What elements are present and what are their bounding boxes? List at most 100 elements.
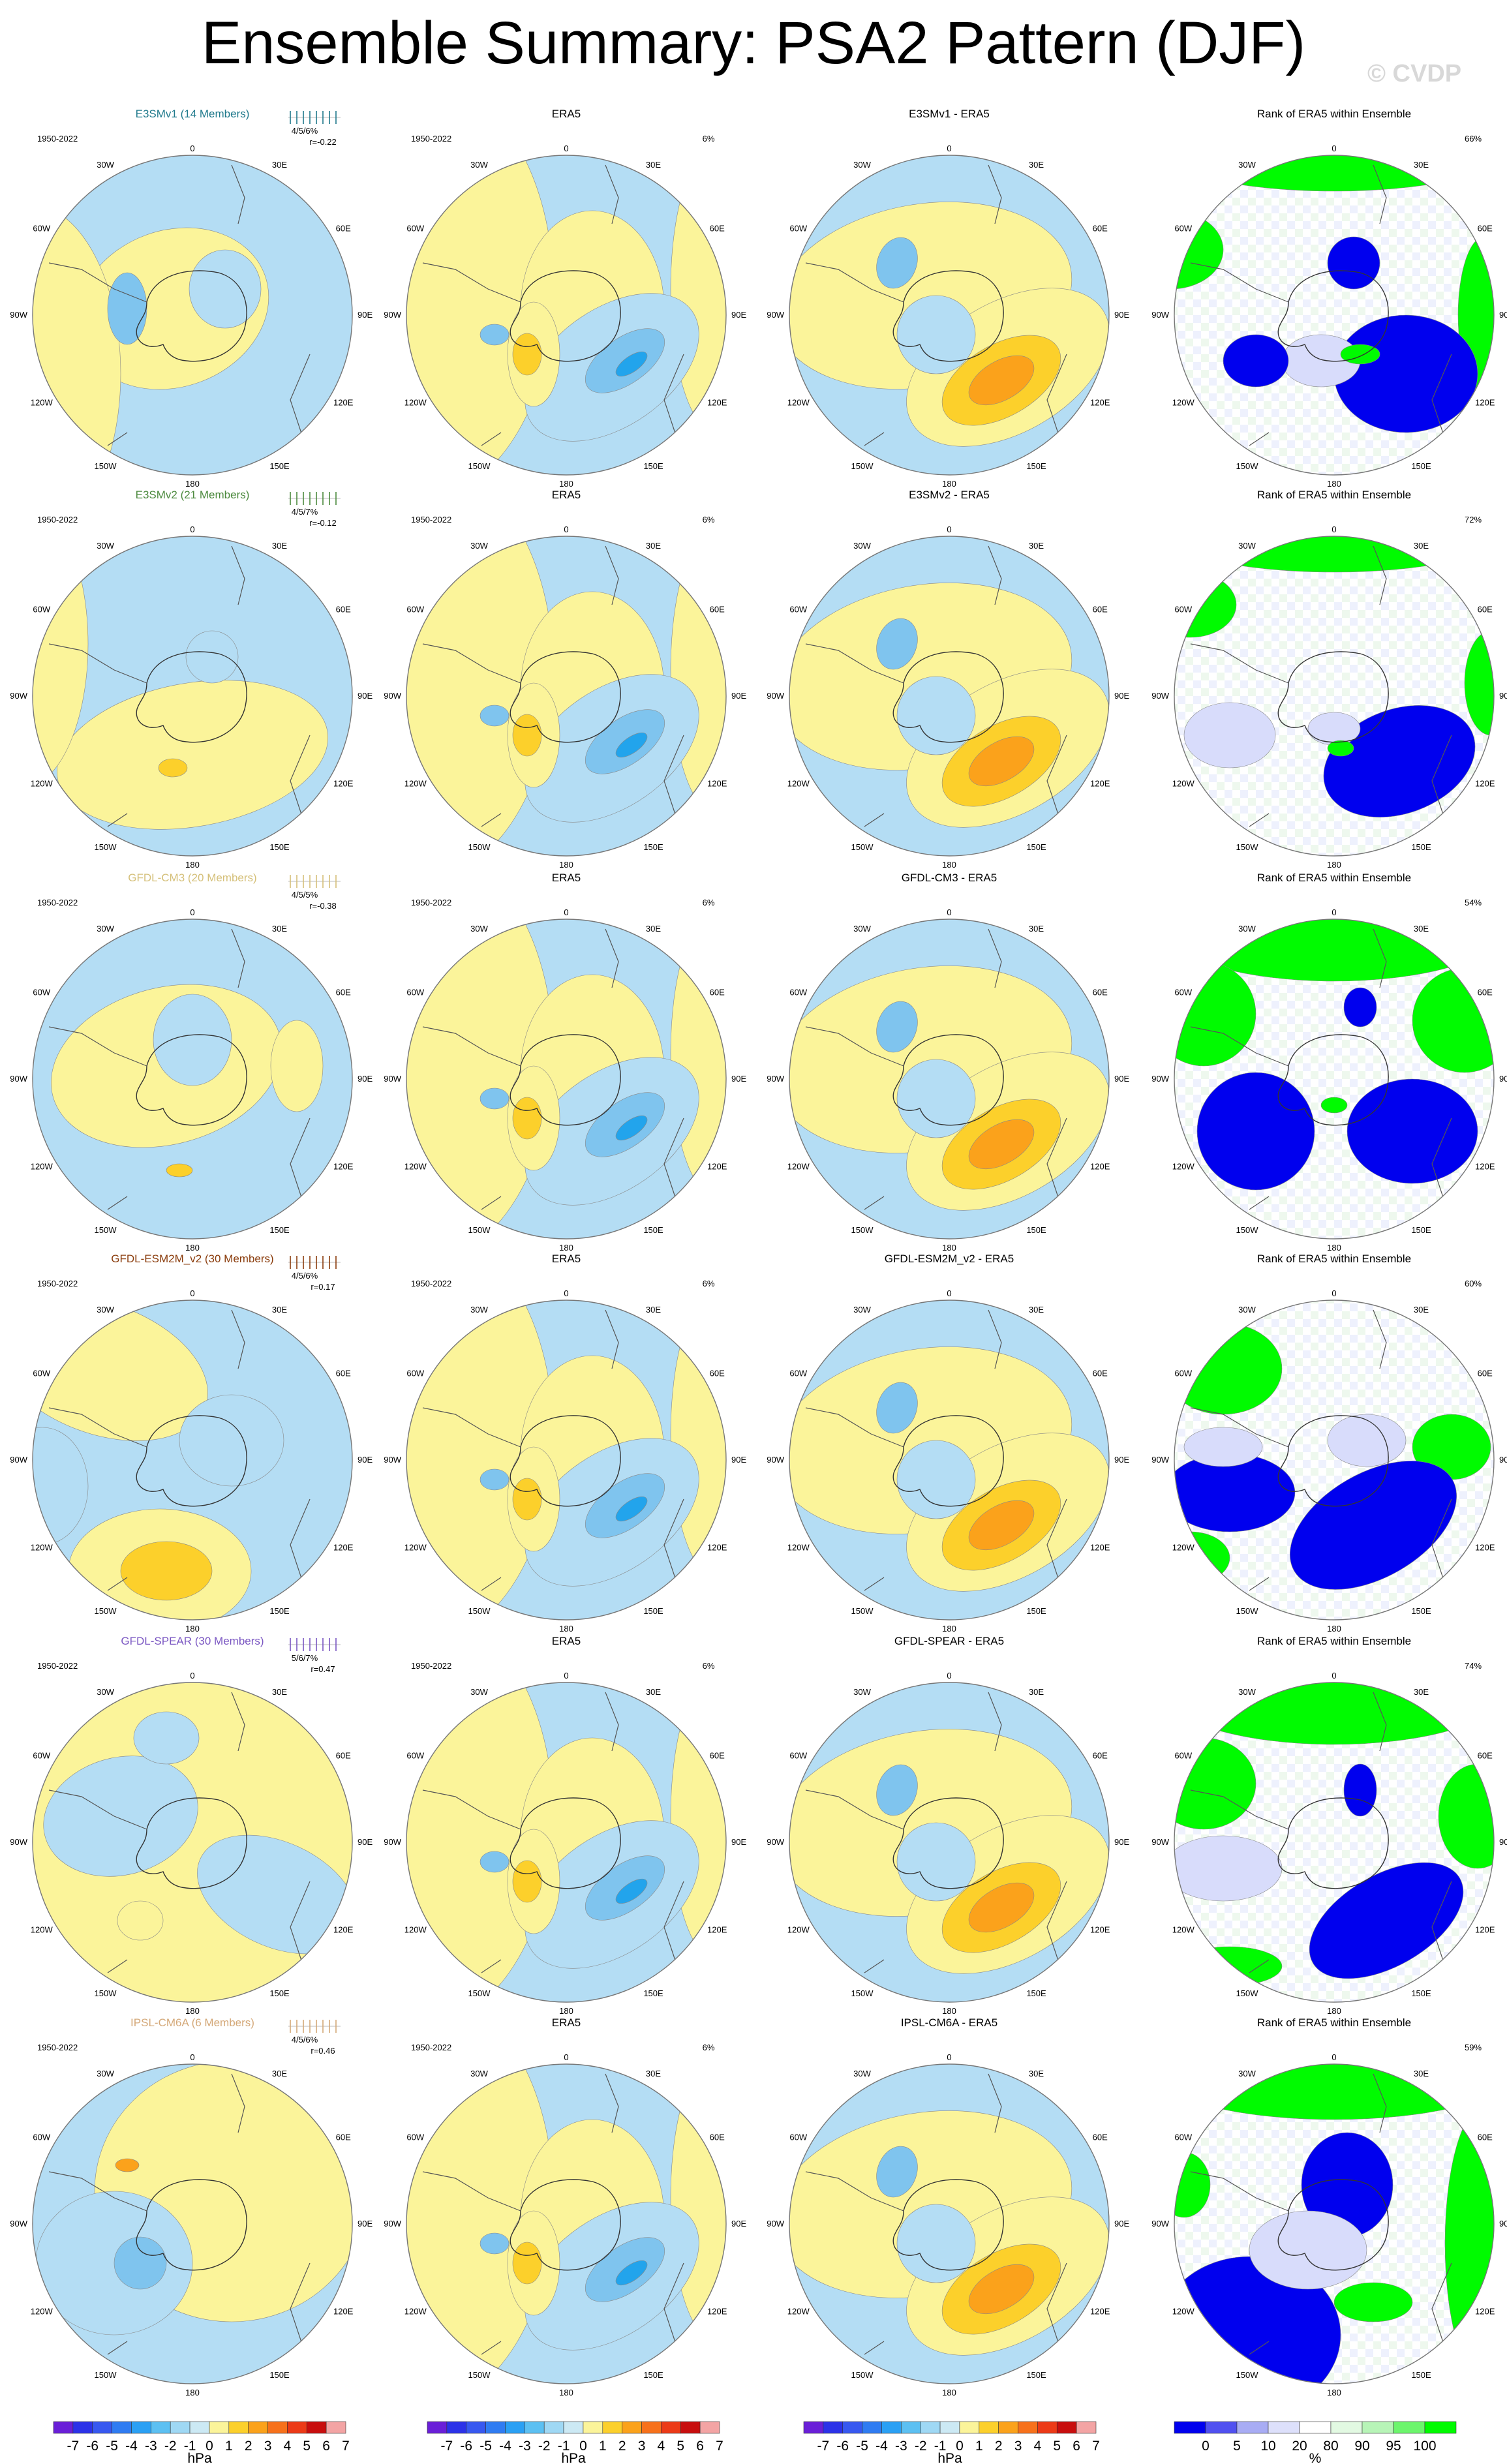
contour-region	[1174, 2064, 1494, 2120]
contour-region	[1327, 740, 1354, 757]
longitude-label: 150W	[851, 461, 874, 471]
colorbar-swatch	[1362, 2421, 1394, 2434]
longitude-label: 90E	[731, 1074, 746, 1084]
model-pattern-map: 30E 60E 120E 150E 150W 120W 60W 30W 0 180 90E 90W	[10, 2052, 373, 2397]
longitude-label: 120E	[1475, 398, 1495, 408]
contour-region	[615, 2260, 648, 2286]
contour-region	[512, 1097, 542, 1140]
colorbar-unit: hPa	[187, 2451, 212, 2464]
longitude-label: 180	[185, 1243, 200, 1253]
contour-region	[1347, 1078, 1478, 1184]
longitude-label: 30W	[470, 1687, 488, 1697]
longitude-label: 30E	[1029, 2069, 1044, 2078]
contour-region	[670, 919, 726, 1197]
model-title: GFDL-ESM2M_v2 (30 Members)	[111, 1253, 273, 1265]
colorbar-tick-label: -7	[817, 2439, 830, 2454]
longitude-label: 60E	[1093, 1369, 1108, 1378]
antarctica-coastline	[510, 1797, 621, 1889]
difference-map: 30E 60E 120E 150E 150W 120W 60W 30W 0 180 90E 90W	[767, 525, 1129, 870]
longitude-label: 180	[1327, 479, 1341, 489]
longitude-label: 180	[185, 2006, 200, 2016]
contour-region	[1174, 2152, 1211, 2218]
longitude-label: 120E	[707, 1543, 727, 1553]
antarctica-coastline	[892, 1415, 1004, 1507]
map-boundary	[32, 919, 353, 1240]
colorbar-tick-label: 10	[1260, 2439, 1275, 2454]
colorbar-tick-label: -7	[441, 2439, 453, 2454]
contour-region	[1174, 961, 1256, 1067]
longitude-label: 0	[190, 144, 194, 153]
colorbar-swatch	[699, 2421, 720, 2434]
longitude-label: 120W	[404, 1925, 427, 1935]
contour-region	[1333, 2282, 1413, 2322]
contour-region	[117, 1900, 164, 1941]
longitude-label: 30E	[272, 541, 287, 551]
contour-region	[1320, 1097, 1348, 1114]
longitude-label: 120E	[1475, 1162, 1495, 1172]
contour-region	[120, 1541, 213, 1601]
colorbar-tick-label: 7	[716, 2439, 723, 2454]
longitude-label: 120W	[787, 1162, 810, 1172]
contour-region	[133, 1711, 200, 1765]
era5-variance-pct: 6%	[703, 1279, 715, 1288]
longitude-label: 30W	[1238, 2069, 1256, 2078]
rank-map: 30E 60E 120E 150E 150W 120W 60W 30W 0 180 90E 90W	[1151, 1288, 1507, 1634]
contour-region	[1174, 210, 1224, 290]
colorbar-tick-label: 2	[995, 2439, 1003, 2454]
contour-region	[615, 351, 648, 377]
map-boundary	[1174, 1300, 1495, 1620]
map-boundary	[1174, 1682, 1495, 2003]
longitude-label: 90W	[767, 1455, 784, 1465]
longitude-label: 90W	[1151, 2219, 1169, 2228]
longitude-label: 120W	[404, 1543, 427, 1553]
antarctica-coastline	[510, 1034, 621, 1126]
contour-region	[1290, 1461, 1457, 1590]
colorbar-swatch	[72, 2421, 93, 2434]
colorbar-tick-label: -6	[86, 2439, 99, 2454]
longitude-label: 120W	[1172, 1925, 1195, 1935]
longitude-label: 150W	[1236, 1225, 1259, 1235]
colorbar-tick-label: 6	[1073, 2439, 1080, 2454]
longitude-label: 30W	[1238, 1305, 1256, 1315]
contour-region	[1174, 1531, 1230, 1585]
colorbar-unit: hPa	[561, 2451, 586, 2464]
contour-region	[896, 1059, 976, 1138]
map-boundary	[789, 1300, 1110, 1620]
colorbar-swatch	[53, 2421, 74, 2434]
longitude-label: 90W	[384, 1837, 401, 1847]
longitude-label: 30E	[1414, 924, 1429, 934]
longitude-label: 30W	[470, 2069, 488, 2078]
colorbar-tick-label: 4	[658, 2439, 665, 2454]
longitude-label: 120E	[333, 1162, 354, 1172]
longitude-label: 120W	[31, 1543, 53, 1553]
colorbar-tick-label: -2	[915, 2439, 927, 2454]
longitude-label: 0	[1332, 1671, 1336, 1681]
contour-region	[33, 1427, 89, 1545]
longitude-label: 120E	[1475, 1543, 1495, 1553]
colorbar-swatch	[446, 2421, 467, 2434]
colorbar-tick-label: -5	[480, 2439, 492, 2454]
longitude-label: 0	[190, 1288, 194, 1298]
continent-coastlines	[805, 928, 1067, 1210]
colorbar-tick-label: 5	[677, 2439, 684, 2454]
colorbar-swatch	[803, 2421, 824, 2434]
longitude-label: 150W	[95, 1225, 117, 1235]
rank-title: Rank of ERA5 within Ensemble	[1257, 2016, 1411, 2029]
contour-region	[615, 732, 648, 758]
longitude-label: 150W	[1236, 1988, 1259, 1998]
longitude-label: 60E	[1093, 224, 1108, 234]
colorbar-swatch	[92, 2421, 112, 2434]
colorbar-swatch	[1393, 2421, 1425, 2434]
longitude-label: 150E	[1411, 842, 1431, 852]
continent-coastlines	[1190, 2073, 1452, 2355]
longitude-label: 150E	[1026, 1225, 1046, 1235]
colorbar-tick-label: 7	[342, 2439, 350, 2454]
colorbar-tick-label: -2	[538, 2439, 551, 2454]
longitude-label: 150W	[95, 1606, 117, 1616]
longitude-label: 180	[185, 2388, 200, 2397]
rank-map: 30E 60E 120E 150E 150W 120W 60W 30W 0 180 90E 90W	[1151, 907, 1507, 1253]
pattern-correlation: r=0.47	[311, 1664, 335, 1674]
map-boundary	[32, 536, 353, 857]
longitude-label: 30E	[272, 1305, 287, 1315]
